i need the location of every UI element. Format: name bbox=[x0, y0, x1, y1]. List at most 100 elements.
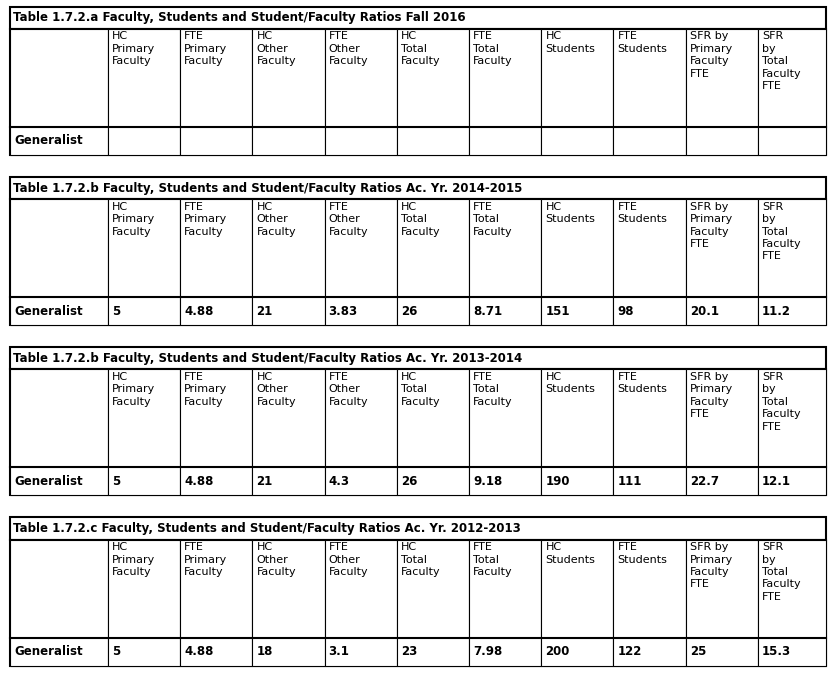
Bar bbox=[758, 468, 826, 495]
Bar bbox=[469, 199, 541, 297]
Bar bbox=[10, 297, 826, 326]
Bar bbox=[686, 297, 758, 326]
Text: 190: 190 bbox=[545, 475, 570, 488]
Bar bbox=[686, 638, 758, 666]
Bar bbox=[10, 539, 826, 638]
Bar bbox=[758, 127, 826, 155]
Text: 21: 21 bbox=[257, 475, 273, 488]
Text: 12.1: 12.1 bbox=[762, 475, 791, 488]
Bar bbox=[180, 29, 252, 127]
Text: HC
Students: HC Students bbox=[545, 202, 595, 224]
Bar bbox=[324, 638, 397, 666]
Bar bbox=[541, 199, 614, 297]
Bar bbox=[686, 127, 758, 155]
Text: Table 1.7.2.c Faculty, Students and Student/Faculty Ratios Ac. Yr. 2012-2013: Table 1.7.2.c Faculty, Students and Stud… bbox=[13, 522, 521, 535]
Bar bbox=[10, 177, 826, 199]
Text: HC
Total
Faculty: HC Total Faculty bbox=[401, 372, 441, 407]
Bar bbox=[324, 297, 397, 326]
Bar bbox=[108, 369, 180, 468]
Bar bbox=[686, 199, 758, 297]
Bar bbox=[108, 539, 180, 638]
Bar bbox=[397, 369, 469, 468]
Bar bbox=[180, 539, 252, 638]
Text: 4.88: 4.88 bbox=[184, 305, 213, 317]
Bar bbox=[614, 539, 686, 638]
Text: SFR by
Primary
Faculty
FTE: SFR by Primary Faculty FTE bbox=[690, 202, 733, 249]
Text: HC
Total
Faculty: HC Total Faculty bbox=[401, 202, 441, 237]
Text: 8.71: 8.71 bbox=[473, 305, 502, 317]
Text: 7.98: 7.98 bbox=[473, 645, 502, 658]
Text: FTE
Other
Faculty: FTE Other Faculty bbox=[329, 32, 369, 66]
Bar bbox=[469, 638, 541, 666]
Bar bbox=[10, 638, 826, 666]
Bar bbox=[397, 539, 469, 638]
Bar bbox=[10, 127, 826, 155]
Bar bbox=[108, 199, 180, 297]
Text: 4.88: 4.88 bbox=[184, 645, 213, 658]
Bar bbox=[686, 468, 758, 495]
Bar bbox=[108, 468, 180, 495]
Bar bbox=[108, 127, 180, 155]
Text: 23: 23 bbox=[401, 645, 417, 658]
Text: 25: 25 bbox=[690, 645, 706, 658]
Text: FTE
Total
Faculty: FTE Total Faculty bbox=[473, 32, 512, 66]
Bar bbox=[614, 29, 686, 127]
Bar bbox=[10, 29, 826, 127]
Bar bbox=[324, 199, 397, 297]
Text: 3.1: 3.1 bbox=[329, 645, 349, 658]
Text: 151: 151 bbox=[545, 305, 570, 317]
Text: Table 1.7.2.b Faculty, Students and Student/Faculty Ratios Ac. Yr. 2013-2014: Table 1.7.2.b Faculty, Students and Stud… bbox=[13, 352, 522, 365]
Text: FTE
Other
Faculty: FTE Other Faculty bbox=[329, 202, 369, 237]
Bar bbox=[614, 638, 686, 666]
Text: HC
Total
Faculty: HC Total Faculty bbox=[401, 542, 441, 577]
Text: Generalist: Generalist bbox=[14, 134, 83, 148]
Bar bbox=[614, 199, 686, 297]
Text: 11.2: 11.2 bbox=[762, 305, 791, 317]
Text: 200: 200 bbox=[545, 645, 570, 658]
Text: SFR
by
Total
Faculty
FTE: SFR by Total Faculty FTE bbox=[762, 32, 802, 91]
Bar bbox=[397, 127, 469, 155]
Bar bbox=[614, 369, 686, 468]
Text: 5: 5 bbox=[112, 305, 120, 317]
Bar bbox=[758, 539, 826, 638]
Text: SFR
by
Total
Faculty
FTE: SFR by Total Faculty FTE bbox=[762, 372, 802, 431]
Bar bbox=[324, 29, 397, 127]
Bar bbox=[108, 638, 180, 666]
Text: HC
Primary
Faculty: HC Primary Faculty bbox=[112, 542, 155, 577]
Text: Table 1.7.2.a Faculty, Students and Student/Faculty Ratios Fall 2016: Table 1.7.2.a Faculty, Students and Stud… bbox=[13, 11, 466, 24]
Text: HC
Primary
Faculty: HC Primary Faculty bbox=[112, 32, 155, 66]
Bar bbox=[108, 29, 180, 127]
Text: 98: 98 bbox=[618, 305, 635, 317]
Bar bbox=[541, 468, 614, 495]
Text: 20.1: 20.1 bbox=[690, 305, 719, 317]
Bar bbox=[252, 539, 324, 638]
Bar bbox=[252, 297, 324, 326]
Bar bbox=[469, 127, 541, 155]
Bar bbox=[180, 369, 252, 468]
Text: HC
Other
Faculty: HC Other Faculty bbox=[257, 542, 296, 577]
Bar bbox=[10, 468, 826, 495]
Bar bbox=[614, 127, 686, 155]
Text: FTE
Students: FTE Students bbox=[618, 542, 667, 565]
Bar bbox=[614, 297, 686, 326]
Text: 15.3: 15.3 bbox=[762, 645, 792, 658]
Bar bbox=[758, 369, 826, 468]
Bar bbox=[758, 199, 826, 297]
Bar bbox=[10, 199, 826, 297]
Text: 111: 111 bbox=[618, 475, 642, 488]
Text: Table 1.7.2.b Faculty, Students and Student/Faculty Ratios Ac. Yr. 2014-2015: Table 1.7.2.b Faculty, Students and Stud… bbox=[13, 181, 522, 195]
Bar bbox=[252, 29, 324, 127]
Text: 22.7: 22.7 bbox=[690, 475, 719, 488]
Bar bbox=[10, 518, 826, 539]
Bar bbox=[180, 297, 252, 326]
Bar bbox=[324, 468, 397, 495]
Bar bbox=[397, 199, 469, 297]
Bar bbox=[686, 369, 758, 468]
Bar bbox=[10, 468, 108, 495]
Text: 4.88: 4.88 bbox=[184, 475, 213, 488]
Text: FTE
Other
Faculty: FTE Other Faculty bbox=[329, 372, 369, 407]
Bar bbox=[10, 297, 108, 326]
Bar bbox=[686, 539, 758, 638]
Text: 18: 18 bbox=[257, 645, 273, 658]
Text: SFR by
Primary
Faculty
FTE: SFR by Primary Faculty FTE bbox=[690, 542, 733, 590]
